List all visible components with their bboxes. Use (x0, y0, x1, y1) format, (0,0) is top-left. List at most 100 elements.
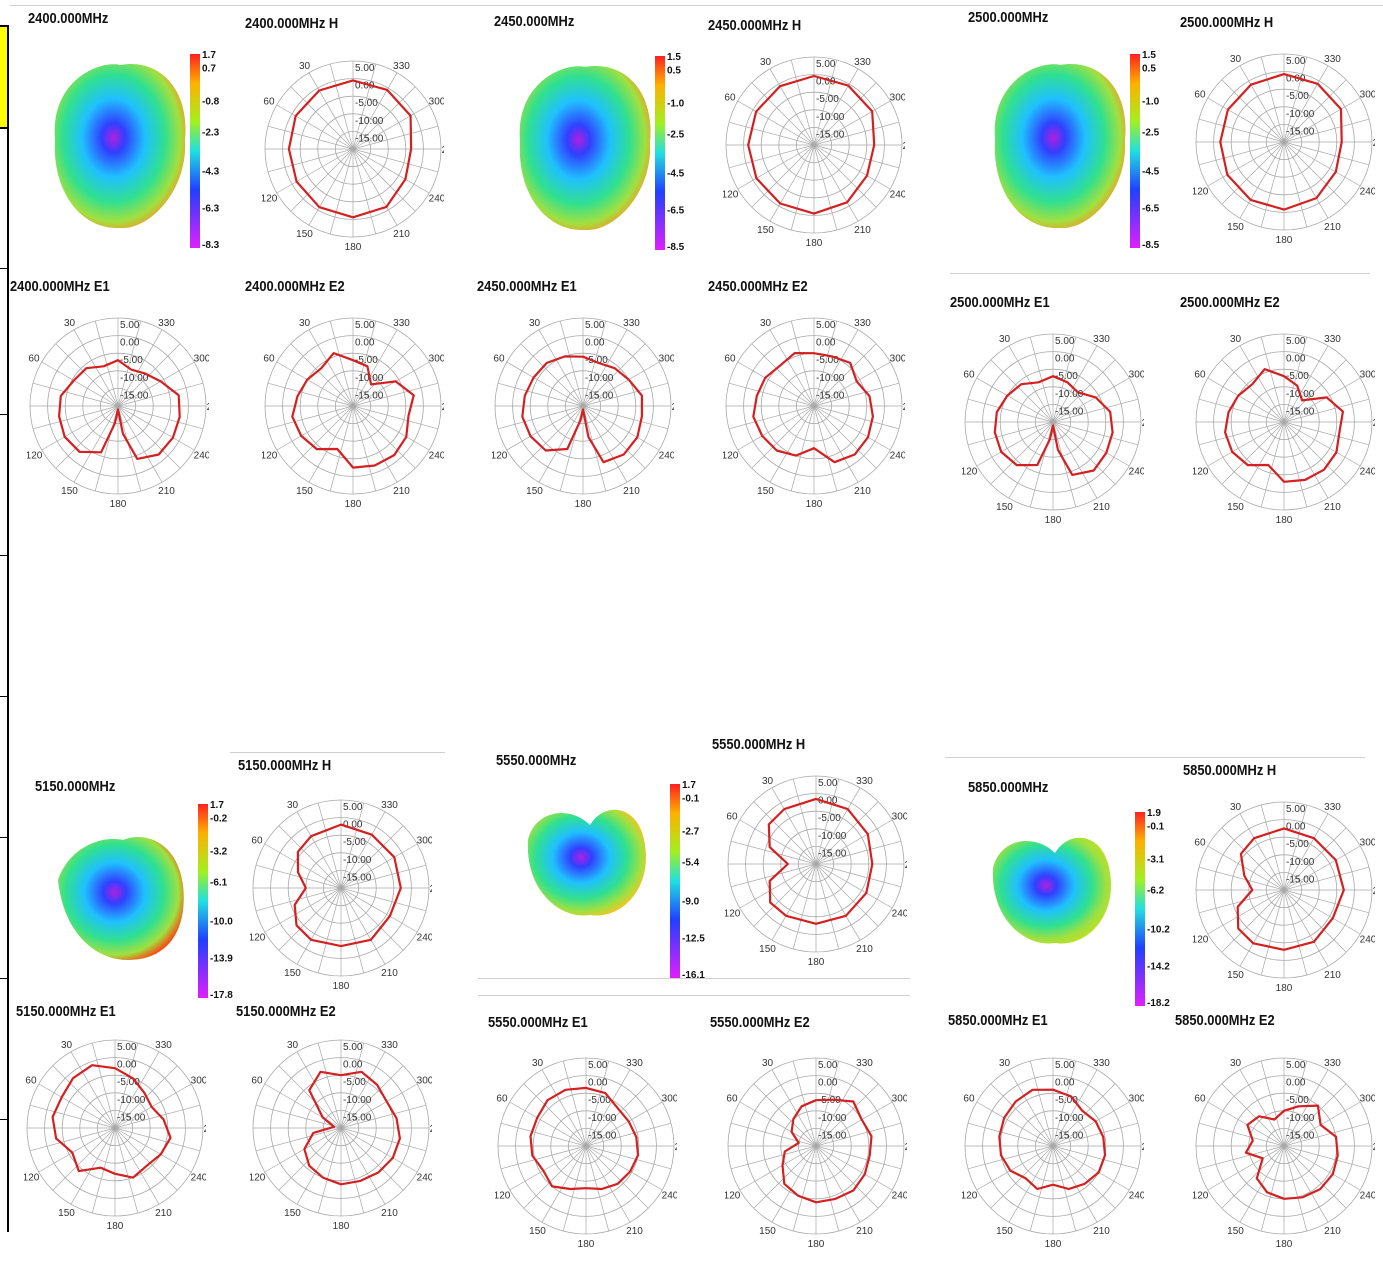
radial-label: -5.00 (585, 355, 608, 366)
angle-label: 150 (61, 486, 78, 497)
grid-spoke (38, 1127, 116, 1173)
grid-spoke (1221, 359, 1285, 423)
color-scale-label: -8.5 (1142, 240, 1160, 251)
angle-label: 270 (903, 402, 905, 413)
grid-spoke (340, 1051, 386, 1129)
grid-spoke (340, 887, 427, 912)
grid-spoke (114, 1127, 201, 1152)
color-scale-label: -5.4 (682, 858, 700, 869)
angle-label: 270 (675, 1142, 677, 1153)
grid-spoke (730, 1122, 817, 1147)
radial-label: 0.00 (816, 338, 836, 349)
radial-label: -15.00 (1055, 1130, 1084, 1141)
polar-chart: 3033060300902701202401502101805.000.00-5… (1181, 36, 1383, 259)
pattern-trace (287, 79, 413, 219)
grid-spoke (523, 1083, 587, 1147)
polar-plot: 3033060300902701202401502101805.000.00-5… (238, 1039, 447, 1232)
grid-spoke (1198, 1122, 1285, 1147)
angle-label: 300 (890, 93, 905, 104)
angle-label: 240 (659, 451, 674, 462)
grid-spoke (52, 1127, 116, 1191)
grid-spoke (1283, 1101, 1361, 1147)
grid-spoke (1283, 141, 1361, 187)
grid-spoke (728, 121, 815, 146)
grid-spoke (114, 1127, 192, 1173)
grid-spoke (1260, 1145, 1285, 1232)
grid-spoke (114, 1104, 201, 1129)
pattern-surface (58, 837, 184, 960)
grid-spoke (352, 405, 377, 492)
grid-spoke (500, 1145, 587, 1170)
radial-label: -10.00 (816, 112, 845, 123)
radial-label: -10.00 (816, 373, 845, 384)
grid-spoke (1283, 56, 1308, 143)
grid-spoke (559, 320, 584, 407)
angle-label: 60 (28, 354, 40, 365)
polar-plot: 3033060300902701202401502101805.000.00-5… (711, 317, 920, 510)
grid-spoke (520, 343, 584, 407)
angle-label: 150 (757, 225, 774, 236)
grid-spoke (1198, 141, 1285, 166)
radial-label: -5.00 (816, 355, 839, 366)
grid-spoke (1221, 827, 1285, 891)
pattern-trace (993, 375, 1114, 476)
radial-label: -5.00 (818, 813, 841, 824)
grid-spoke (117, 405, 142, 492)
radial-label: -10.00 (588, 1113, 617, 1124)
radial-label: 0.00 (1286, 1078, 1306, 1089)
angle-label: 60 (1194, 90, 1206, 101)
angle-label: 120 (723, 190, 739, 201)
grid-spoke (751, 82, 815, 146)
grid-spoke (585, 1069, 631, 1147)
grid-spoke (94, 320, 119, 407)
grid-spoke (1052, 1122, 1139, 1147)
grid-spoke (1052, 345, 1098, 423)
angle-label: 180 (806, 238, 823, 249)
grid-spoke (41, 405, 119, 451)
grid-spoke (730, 1145, 817, 1170)
angle-label: 120 (495, 1191, 511, 1202)
angle-label: 60 (263, 354, 275, 365)
grid-spoke (538, 405, 584, 483)
angle-label: 270 (430, 884, 432, 895)
3d-pattern-image: 1.5 0.5 -1.0 -2.5 -4.5 -6.5 -8.5 (519, 52, 685, 253)
angle-label: 150 (296, 486, 313, 497)
grid-spoke (790, 144, 815, 231)
grid-spoke (264, 1083, 342, 1129)
pattern-trace (747, 74, 876, 215)
angle-label: 120 (27, 451, 43, 462)
radial-label: 0.00 (1286, 354, 1306, 365)
angle-label: 150 (284, 968, 301, 979)
grid-spoke (278, 887, 342, 951)
grid-spoke (267, 125, 354, 150)
grid-spoke (340, 843, 418, 889)
angle-label: 150 (526, 486, 543, 497)
grid-spoke (41, 361, 119, 407)
angle-label: 180 (1045, 515, 1062, 526)
angle-label: 240 (1129, 467, 1144, 478)
grid-spoke (340, 1127, 365, 1214)
grid-spoke (815, 1145, 861, 1223)
angle-label: 270 (905, 860, 907, 871)
grid-spoke (296, 811, 342, 889)
polar-chart: 3033060300902701202401502101805.000.00-5… (250, 300, 459, 523)
grid-spoke (1221, 79, 1285, 143)
radial-label: -10.00 (120, 373, 149, 384)
grid-spoke (276, 104, 354, 150)
grid-spoke (1283, 889, 1308, 976)
grid-spoke (1052, 1145, 1139, 1170)
angle-label: 120 (723, 451, 739, 462)
3d-pattern-image: 1.7 0.7 -0.8 -2.3 -4.3 -6.3 -8.3 (54, 50, 220, 251)
polar-chart: 3033060300902701202401502101805.000.00-5… (250, 43, 459, 266)
angle-label: 30 (299, 61, 311, 72)
grid-spoke (815, 819, 893, 865)
grid-spoke (1052, 1145, 1098, 1223)
grid-spoke (815, 787, 861, 865)
grid-spoke (1207, 141, 1285, 187)
grid-spoke (506, 405, 584, 451)
pattern-trace (998, 1088, 1107, 1191)
grid-spoke (352, 405, 416, 469)
grid-spoke (352, 405, 398, 483)
chart-title: 5150.000MHz (35, 778, 116, 795)
angle-label: 30 (999, 1058, 1011, 1069)
